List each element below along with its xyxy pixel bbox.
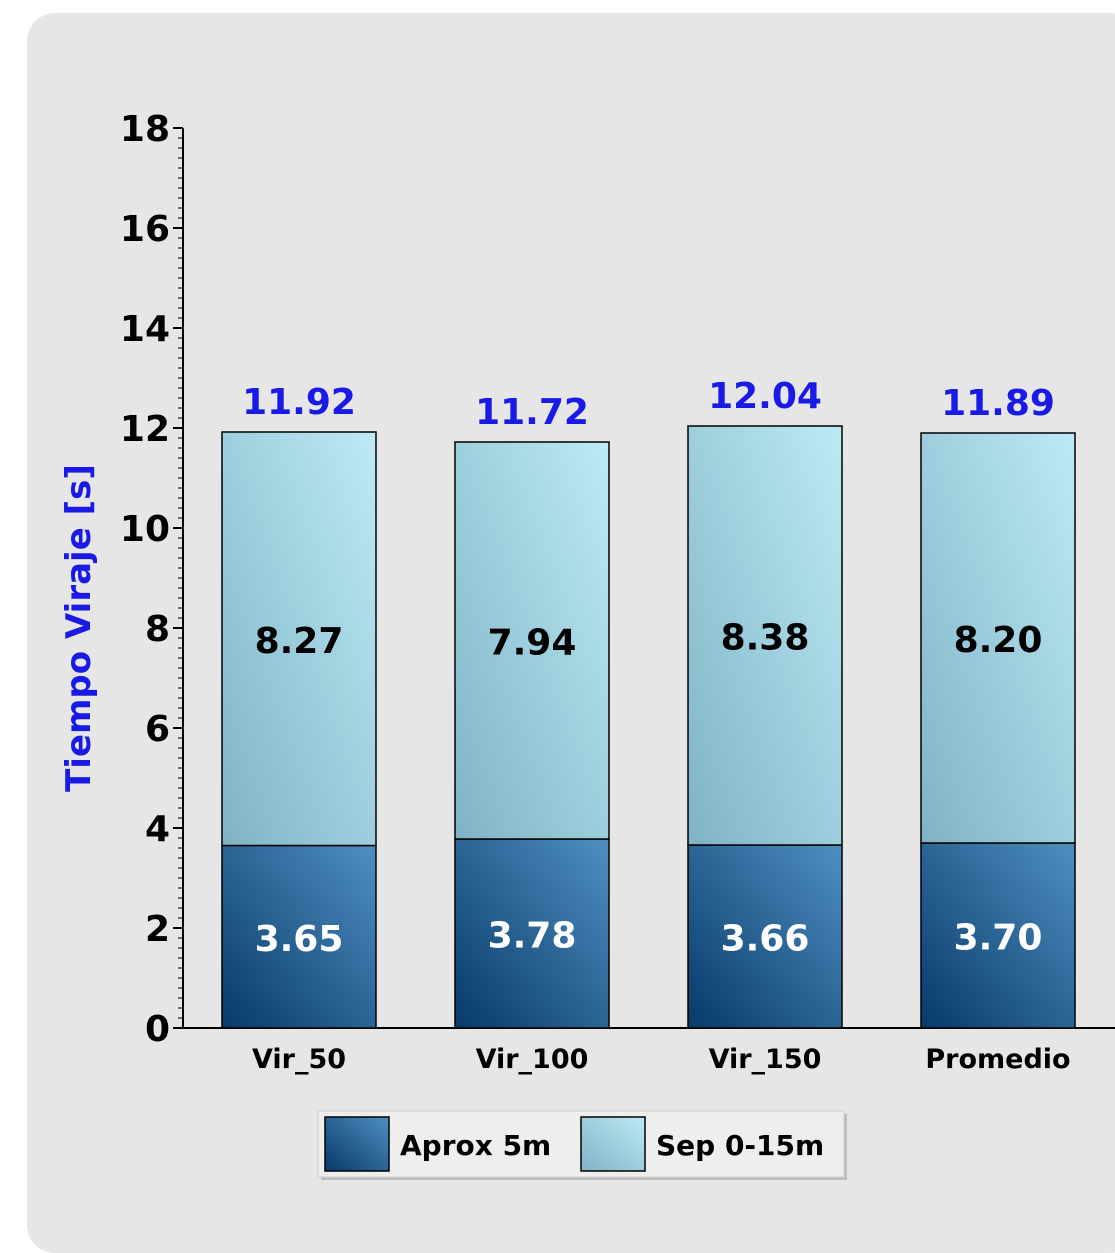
y-tick-label: 8 [145, 609, 170, 650]
y-tick-label: 18 [120, 109, 170, 150]
segment-value-label: 3.66 [721, 919, 810, 960]
total-value-label: 12.04 [708, 376, 822, 417]
y-tick-label: 0 [145, 1009, 170, 1050]
y-axis-title: Tiempo Viraje [s] [59, 464, 99, 792]
bar-segment-sep [687, 425, 843, 846]
legend-label: Sep 0-15m [656, 1129, 824, 1162]
y-tick-label: 6 [145, 709, 170, 750]
y-tick-label: 4 [145, 809, 170, 850]
x-category-label: Vir_50 [252, 1044, 346, 1075]
segment-value-label: 7.94 [488, 623, 577, 664]
segment-value-label: 3.65 [255, 919, 344, 960]
x-category-label: Vir_150 [709, 1044, 822, 1075]
bar-segment-sep [221, 431, 377, 847]
segment-value-label: 3.78 [488, 916, 577, 957]
y-tick-label: 2 [145, 909, 170, 950]
bar-segment-sep [454, 441, 610, 840]
segment-value-label: 8.27 [255, 621, 344, 662]
total-value-label: 11.89 [941, 383, 1055, 424]
legend-swatch [580, 1116, 646, 1172]
x-category-label: Vir_100 [476, 1044, 589, 1075]
legend-label: Aprox 5m [400, 1129, 551, 1162]
y-tick-label: 14 [120, 309, 170, 350]
x-category-label: Promedio [925, 1044, 1070, 1075]
segment-value-label: 8.20 [954, 620, 1043, 661]
legend-swatch [324, 1116, 390, 1172]
bar-segment-aprox [687, 844, 843, 1029]
y-tick-label: 10 [120, 509, 170, 550]
segment-value-label: 8.38 [721, 618, 810, 659]
y-tick-label: 16 [120, 209, 170, 250]
total-value-label: 11.92 [242, 382, 356, 423]
bar-segment-aprox [221, 844, 377, 1029]
bar-segment-aprox [920, 842, 1076, 1029]
total-value-label: 11.72 [475, 392, 589, 433]
bar-segment-sep [920, 432, 1076, 844]
bar-segment-aprox [454, 838, 610, 1029]
segment-value-label: 3.70 [954, 918, 1043, 959]
y-tick-label: 12 [120, 409, 170, 450]
